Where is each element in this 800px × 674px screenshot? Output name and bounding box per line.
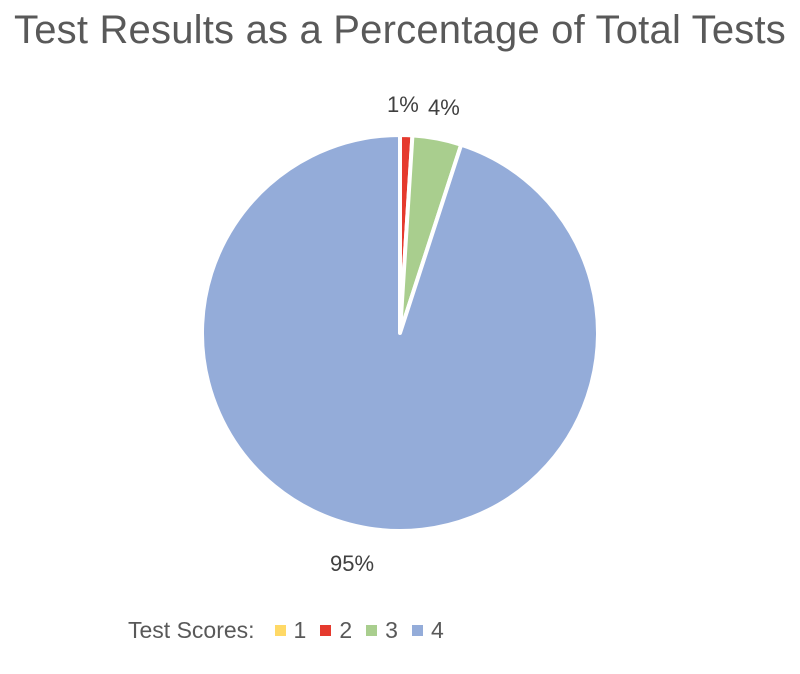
chart-title: Test Results as a Percentage of Total Te… bbox=[14, 8, 786, 52]
legend-item-2: 2 bbox=[320, 617, 352, 644]
pie-slice-4 bbox=[200, 133, 600, 533]
legend-swatch bbox=[366, 624, 378, 636]
data-label-2: 1% bbox=[387, 92, 419, 117]
legend-label: 2 bbox=[339, 616, 353, 643]
data-label-4: 95% bbox=[330, 551, 374, 576]
legend-swatch bbox=[411, 624, 423, 636]
legend-label: 4 bbox=[430, 616, 444, 643]
data-label-3: 4% bbox=[428, 95, 460, 120]
legend-item-4: 4 bbox=[411, 616, 444, 644]
legend-swatch bbox=[320, 624, 332, 636]
legend-label: 3 bbox=[385, 616, 398, 643]
legend-title: Test Scores: bbox=[128, 616, 255, 643]
legend-label: 1 bbox=[293, 616, 307, 643]
legend-swatch bbox=[274, 624, 286, 636]
chart-legend: Test Scores: 1 2 3 4 bbox=[128, 612, 444, 648]
legend-item-1: 1 bbox=[274, 616, 307, 644]
legend-item-3: 3 bbox=[366, 617, 398, 644]
